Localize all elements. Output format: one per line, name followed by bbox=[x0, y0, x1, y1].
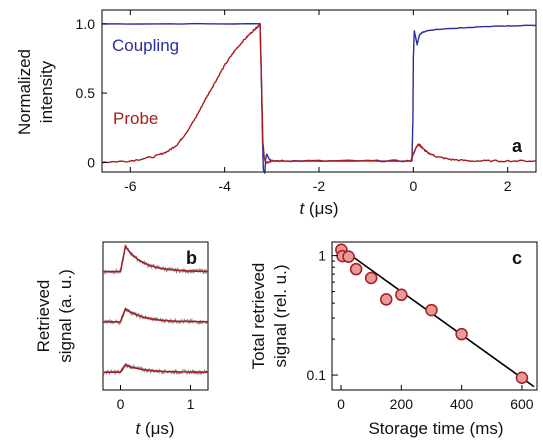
coupling-series-line bbox=[101, 22, 537, 174]
probe-series-line bbox=[101, 22, 537, 164]
panel-a-ytick-label: 0 bbox=[87, 154, 95, 170]
coupling-series-label: Coupling bbox=[112, 36, 179, 55]
panel-a-letter: a bbox=[512, 136, 523, 156]
data-point bbox=[515, 371, 529, 384]
panel-a-xtick-label: 2 bbox=[504, 178, 512, 194]
panel-a: -6 -4 -2 0 2 0 0.5 1.0 Coupling Probe a Normali… bbox=[15, 9, 537, 218]
data-point bbox=[349, 262, 363, 276]
panel-a-xtick-label: -2 bbox=[313, 178, 326, 194]
panel-a-ylabel-line1: Normalized bbox=[15, 49, 34, 135]
panel-a-ylabel-line2: intensity bbox=[37, 60, 56, 123]
panel-a-ticks: -6 -4 -2 0 2 0 0.5 1.0 bbox=[76, 10, 512, 194]
panel-c-frame bbox=[331, 241, 538, 391]
panel-a-ytick-label: 1.0 bbox=[76, 16, 96, 32]
panel-b-letter: b bbox=[186, 248, 197, 268]
data-point bbox=[455, 327, 468, 341]
panel-b-curves bbox=[102, 244, 209, 377]
panel-a-xlabel-symbol: t bbox=[299, 199, 305, 218]
panel-a-curves bbox=[101, 22, 537, 174]
panel-c-letter: c bbox=[512, 248, 522, 268]
data-point bbox=[364, 271, 378, 285]
panel-b-xlabel: t (μs) bbox=[135, 419, 174, 438]
panel-a-xlabel-unit: (μs) bbox=[304, 199, 338, 218]
panel-c: 0 200 400 600 0.1 1 c Total retrieved signal … bbox=[249, 241, 538, 438]
panel-c-ylabel-line1: Total retrieved bbox=[249, 263, 268, 370]
panel-b-xlabel-symbol: t bbox=[135, 419, 141, 438]
panel-c-ticks: 0 200 400 600 0.1 1 bbox=[307, 248, 534, 412]
panel-c-ytick-label: 1 bbox=[318, 248, 326, 264]
panel-c-ylabel-line2: signal (rel. u.) bbox=[271, 265, 290, 368]
panel-c-ytick-label: 0.1 bbox=[307, 367, 327, 383]
retrieved-fit-trace bbox=[103, 363, 208, 373]
panel-a-xtick-label: 0 bbox=[409, 178, 417, 194]
panel-b-xtick-label: 0 bbox=[117, 396, 125, 412]
fit-line bbox=[337, 245, 535, 388]
panel-c-xtick-label: 200 bbox=[390, 396, 414, 412]
panel-a-xlabel: t (μs) bbox=[299, 199, 338, 218]
panel-b-xtick-label: 1 bbox=[187, 396, 195, 412]
retrieved-fit-trace bbox=[103, 244, 208, 273]
panel-c-xtick-label: 0 bbox=[337, 396, 345, 412]
panel-b-ylabel-line2: signal (a. u.) bbox=[56, 269, 75, 363]
probe-series-label: Probe bbox=[113, 109, 158, 128]
panel-b-frame bbox=[102, 241, 209, 391]
data-point bbox=[342, 250, 355, 263]
data-point bbox=[425, 303, 438, 317]
panel-a-ytick-label: 0.5 bbox=[76, 85, 96, 101]
panel-b-xlabel-unit: (μs) bbox=[140, 419, 174, 438]
retrieved-fit-trace bbox=[103, 307, 208, 323]
panel-a-xtick-label: -4 bbox=[218, 178, 231, 194]
panel-c-marks bbox=[335, 243, 535, 388]
data-point bbox=[380, 293, 393, 306]
panel-a-frame bbox=[101, 9, 537, 173]
panel-c-xlabel: Storage time (ms) bbox=[368, 419, 503, 438]
panel-b-ylabel-line1: Retrieved bbox=[34, 280, 53, 353]
panel-a-xtick-label: -6 bbox=[124, 178, 137, 194]
panel-c-xtick-label: 400 bbox=[450, 396, 474, 412]
data-point bbox=[395, 288, 408, 302]
panel-c-xtick-label: 600 bbox=[510, 396, 534, 412]
